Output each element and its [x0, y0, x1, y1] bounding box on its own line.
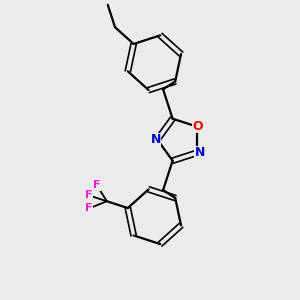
Text: F: F: [85, 203, 93, 213]
Text: F: F: [85, 190, 92, 200]
Text: N: N: [150, 133, 161, 146]
Text: F: F: [93, 180, 100, 190]
Text: O: O: [193, 120, 203, 133]
Text: N: N: [194, 146, 205, 159]
